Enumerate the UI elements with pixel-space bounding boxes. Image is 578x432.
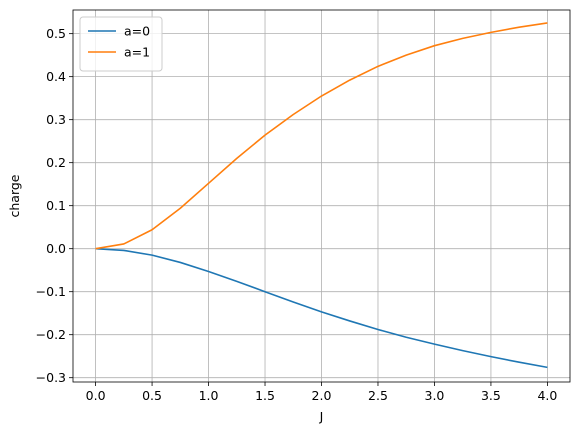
y-tick-label: −0.2	[36, 327, 66, 342]
axis-ticks: 0.0 0.5 1.0 1.5 2.0 2.5 3.0 3.5 4.0 −0.3 −0.2 −0.1 0…	[36, 26, 558, 403]
grid	[73, 10, 570, 382]
y-tick-label: 0.0	[46, 241, 66, 256]
y-tick-label: −0.3	[36, 370, 66, 385]
x-tick-label: 0.0	[86, 388, 106, 403]
x-tick-label: 2.0	[312, 388, 332, 403]
x-tick-label: 0.5	[142, 388, 162, 403]
series-line-a=0	[95, 247, 548, 369]
x-tick-label: 3.0	[425, 388, 445, 403]
legend: a=0a=1	[79, 16, 163, 72]
y-tick-label: 0.4	[46, 69, 66, 84]
y-tick-label: 0.5	[46, 26, 66, 41]
legend-label: a=1	[124, 45, 150, 60]
x-tick-label: 1.5	[255, 388, 275, 403]
x-tick-label: 2.5	[368, 388, 388, 403]
y-tick-label: −0.1	[36, 284, 66, 299]
x-tick-label: 3.5	[481, 388, 501, 403]
y-tick-label: 0.2	[46, 155, 66, 170]
x-axis-label: J	[319, 409, 324, 424]
series-line-a=1	[95, 22, 548, 250]
y-tick-label: 0.3	[46, 112, 66, 127]
x-tick-label: 1.0	[199, 388, 219, 403]
x-tick-label: 4.0	[537, 388, 557, 403]
legend-label: a=0	[124, 24, 150, 39]
plot-lines	[95, 22, 548, 369]
y-tick-label: 0.1	[46, 198, 66, 213]
y-axis-label: charge	[7, 174, 22, 217]
